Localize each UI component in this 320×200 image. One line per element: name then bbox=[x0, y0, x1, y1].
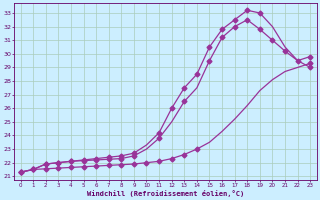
X-axis label: Windchill (Refroidissement éolien,°C): Windchill (Refroidissement éolien,°C) bbox=[87, 190, 244, 197]
